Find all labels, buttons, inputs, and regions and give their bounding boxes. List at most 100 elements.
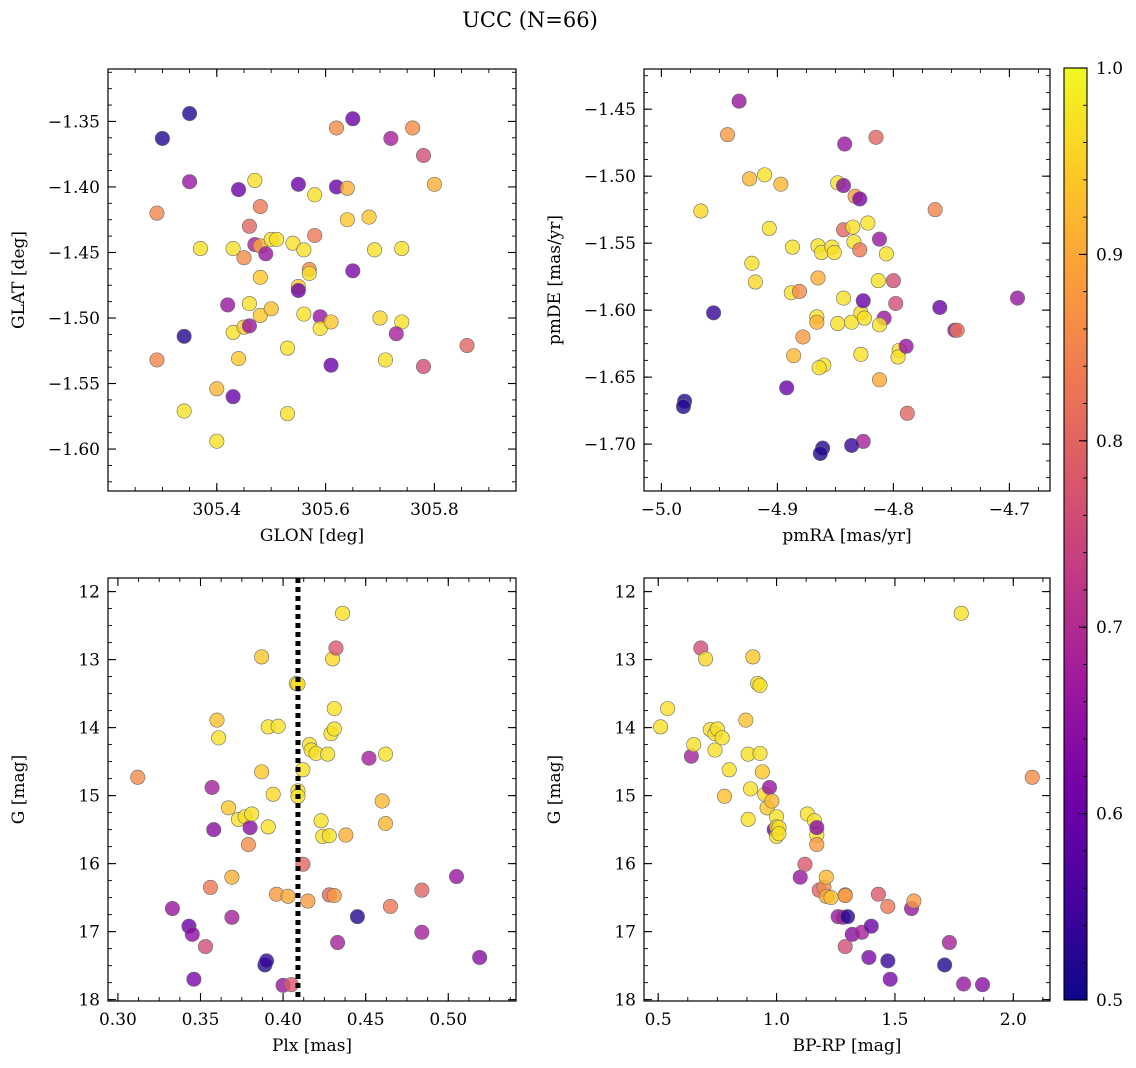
data-point xyxy=(280,340,296,356)
data-point xyxy=(220,297,236,313)
data-point xyxy=(240,837,256,853)
data-point xyxy=(906,893,922,909)
data-point xyxy=(221,800,237,816)
y-tick-label: 17 xyxy=(614,923,636,943)
data-point xyxy=(870,886,886,902)
data-point xyxy=(721,762,737,778)
axes-frame xyxy=(643,68,1051,492)
data-point xyxy=(860,215,876,231)
data-point xyxy=(263,301,279,317)
data-point xyxy=(206,822,222,838)
data-point xyxy=(898,338,914,354)
x-axis-label: pmRA [mas/yr] xyxy=(782,526,911,546)
y-tick-label: −1.50 xyxy=(48,309,100,329)
data-point xyxy=(890,349,906,365)
data-point xyxy=(241,296,257,312)
data-point xyxy=(818,869,834,885)
x-tick-label: 305.4 xyxy=(192,500,241,520)
data-point xyxy=(706,305,722,321)
data-point xyxy=(880,898,896,914)
data-point xyxy=(378,815,394,831)
data-point xyxy=(809,837,825,853)
x-tick-label: −4.8 xyxy=(873,500,914,520)
data-point xyxy=(752,745,768,761)
y-tick-label: −1.50 xyxy=(584,167,636,187)
data-point xyxy=(374,793,390,809)
y-tick-label: 16 xyxy=(78,855,100,875)
points-group xyxy=(149,106,475,449)
data-point xyxy=(414,882,430,898)
panel-4: 0.5 1.0 1.5 2.0 12 13 14 15 16 17 18 BP-RP [mag] G [… xyxy=(545,577,1051,1056)
data-point xyxy=(270,718,286,734)
data-point xyxy=(339,180,355,196)
x-tick-label: 305.8 xyxy=(410,500,459,520)
data-point xyxy=(338,827,354,843)
x-tick-label: 0.30 xyxy=(99,1010,137,1030)
data-point xyxy=(472,949,488,965)
y-tick-label: 18 xyxy=(614,991,636,1011)
data-point xyxy=(241,218,257,234)
data-point xyxy=(394,241,410,257)
data-point xyxy=(837,939,853,955)
data-point xyxy=(182,106,198,122)
data-point xyxy=(810,270,826,286)
data-point xyxy=(949,322,965,338)
data-point xyxy=(265,786,281,802)
data-point xyxy=(300,893,316,909)
y-axis-label: G [mag] xyxy=(545,755,565,824)
data-point xyxy=(764,793,780,809)
points-group xyxy=(675,93,1026,461)
data-point xyxy=(863,918,879,934)
data-point xyxy=(202,879,218,895)
data-point xyxy=(184,926,200,942)
data-point xyxy=(426,176,442,192)
x-tick-label: 1.5 xyxy=(881,1010,908,1030)
y-tick-label: −1.45 xyxy=(584,100,636,120)
data-point xyxy=(254,764,270,780)
data-point xyxy=(307,227,323,243)
data-point xyxy=(259,953,275,969)
x-tick-label: 0.35 xyxy=(182,1010,220,1030)
data-point xyxy=(852,242,868,258)
data-point xyxy=(241,318,257,334)
data-point xyxy=(323,357,339,373)
data-point xyxy=(335,605,351,621)
data-point xyxy=(290,176,306,192)
data-point xyxy=(743,781,759,797)
data-point xyxy=(698,651,714,667)
x-tick-label: −5.0 xyxy=(641,500,682,520)
data-point xyxy=(836,290,852,306)
data-point xyxy=(720,127,736,143)
data-point xyxy=(837,136,853,152)
y-tick-label: 17 xyxy=(78,923,100,943)
data-point xyxy=(149,205,165,221)
data-point xyxy=(779,380,795,396)
y-tick-label: 13 xyxy=(614,651,636,671)
data-point xyxy=(868,129,884,145)
data-point xyxy=(740,811,756,827)
data-point xyxy=(716,788,732,804)
y-tick-label: 15 xyxy=(614,787,636,807)
data-point xyxy=(797,856,813,872)
y-tick-label: −1.70 xyxy=(584,435,636,455)
data-point xyxy=(941,935,957,951)
data-point xyxy=(225,241,241,257)
data-point xyxy=(313,813,329,829)
data-point xyxy=(956,976,972,992)
colorbar-tick-label: 1.0 xyxy=(1096,59,1123,79)
data-point xyxy=(791,283,807,299)
y-tick-label: 13 xyxy=(78,651,100,671)
y-tick-label: −1.65 xyxy=(584,368,636,388)
y-tick-label: 14 xyxy=(78,719,100,739)
data-point xyxy=(899,405,915,421)
data-point xyxy=(296,242,312,258)
data-point xyxy=(330,935,346,951)
data-point xyxy=(361,750,377,766)
axes-frame xyxy=(107,577,517,1002)
data-point xyxy=(182,174,198,190)
data-point xyxy=(247,172,263,188)
data-point xyxy=(836,178,852,194)
colorbar-tick-label: 0.6 xyxy=(1096,805,1123,825)
y-tick-label: 12 xyxy=(78,583,100,603)
